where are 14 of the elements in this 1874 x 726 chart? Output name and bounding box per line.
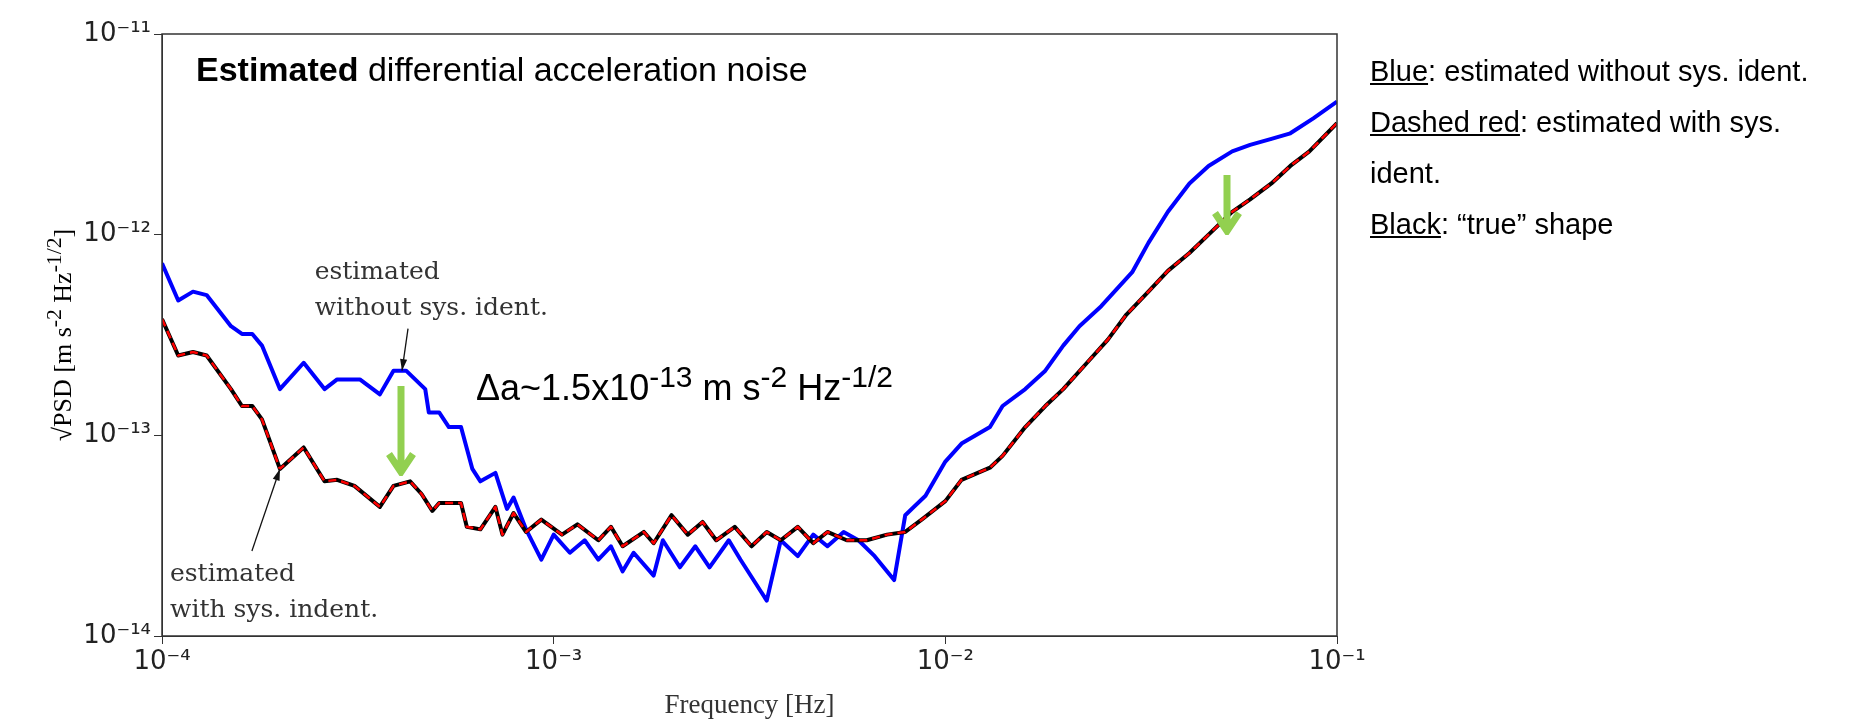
x-axis-title: Frequency [Hz] xyxy=(664,688,835,719)
annotation: estimated with sys. indent. xyxy=(170,556,379,625)
x-tick-label: 10⁻² xyxy=(916,645,974,676)
text: Dashed red: estimated with sys. ident. xyxy=(1370,106,1782,189)
x-tick-label: 10⁻³ xyxy=(525,645,583,676)
y-tick-label: 10⁻¹¹ xyxy=(83,16,151,47)
text: Black: “true” shape xyxy=(1370,207,1615,242)
text: Blue: estimated without sys. ident. xyxy=(1370,54,1810,89)
annotation: estimated without sys. ident. xyxy=(314,254,548,323)
x-tick-label: 10⁻¹ xyxy=(1308,645,1366,676)
text: Estimated differential acceleration noise xyxy=(196,50,808,89)
y-tick-label: 10⁻¹³ xyxy=(83,418,151,449)
y-tick-label: 10⁻¹² xyxy=(83,217,151,248)
annotation: Δa~1.5x10$^{-13}$ m s$^{-2}$ Hz$^{-1/2}$ xyxy=(476,360,893,409)
